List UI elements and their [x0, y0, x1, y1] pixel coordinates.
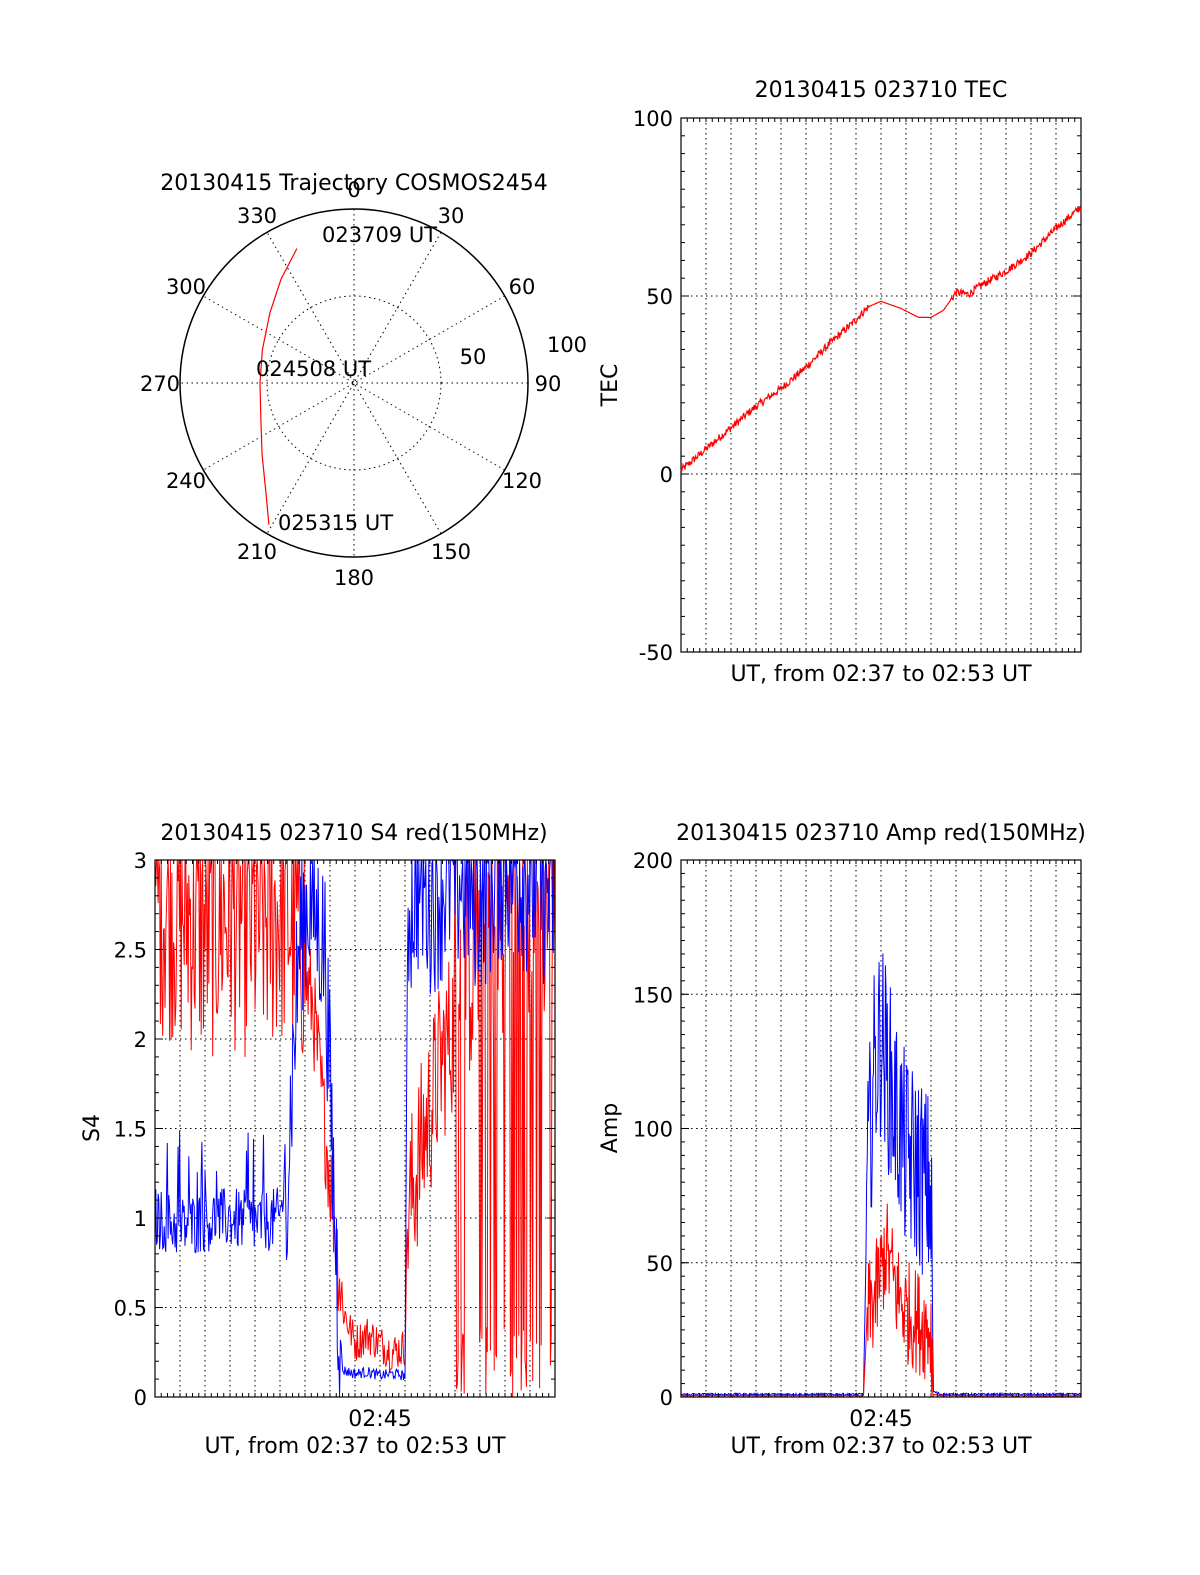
polar-azimuth-label: 330 — [237, 204, 277, 228]
polar-center-time-label: 024508 UT — [256, 357, 371, 381]
amp-x-tick-label: 02:45 — [849, 1407, 912, 1432]
polar-azimuth-label: 210 — [237, 540, 277, 564]
y-tick-label: 0 — [660, 463, 673, 487]
amp-y-axis-label: Amp — [598, 1103, 623, 1153]
polar-start-time-label: 023709 UT — [322, 223, 437, 247]
tec-x-axis-label: UT, from 02:37 to 02:53 UT — [730, 662, 1032, 687]
y-tick-label: 0 — [134, 1386, 147, 1410]
amp-y-ticks: 200 150 100 50 0 — [633, 849, 1081, 1410]
y-tick-label: 150 — [633, 983, 673, 1007]
y-tick-label: 0 — [660, 1386, 673, 1410]
tec-grid — [681, 118, 1081, 652]
s4-panel: 20130415 023710 S4 red(150MHz) 3 2.5 2 1.5 1… — [80, 821, 556, 1459]
y-tick-label: 200 — [633, 849, 673, 873]
y-tick-label: 1.5 — [114, 1118, 147, 1142]
y-tick-label: 2.5 — [114, 939, 147, 963]
tec-series-line — [680, 205, 1082, 472]
polar-azimuth-labels: 0 30 60 90 120 150 180 210 240 270 300 330 — [140, 178, 561, 590]
tec-panel: 20130415 023710 TEC 100 50 0 -50 UT, from 0… — [598, 78, 1082, 687]
polar-outer-circle — [179, 208, 529, 558]
polar-title: 20130415 Trajectory COSMOS2454 — [160, 171, 547, 196]
s4-title: 20130415 023710 S4 red(150MHz) — [160, 821, 547, 846]
y-tick-label: 50 — [646, 1252, 673, 1276]
polar-azimuth-label: 270 — [140, 372, 180, 396]
amp-blue-series — [680, 953, 1082, 1397]
tec-y-ticks: 100 50 0 -50 — [633, 107, 1081, 665]
s4-grid — [155, 860, 555, 1397]
y-tick-label: 100 — [633, 1118, 673, 1142]
polar-grid — [180, 209, 528, 557]
amp-x-axis-label: UT, from 02:37 to 02:53 UT — [730, 1434, 1032, 1459]
polar-azimuth-label: 30 — [438, 204, 465, 228]
tec-y-axis-label: TEC — [598, 364, 623, 408]
y-tick-label: 2 — [134, 1028, 147, 1052]
polar-azimuth-label: 120 — [502, 469, 542, 493]
tec-title: 20130415 023710 TEC — [755, 78, 1008, 103]
polar-azimuth-label: 240 — [166, 469, 206, 493]
polar-radial-label-100: 100 — [547, 333, 587, 357]
polar-azimuth-label: 60 — [509, 275, 536, 299]
amp-red-line — [680, 1203, 1082, 1398]
y-tick-label: 0.5 — [114, 1297, 147, 1321]
polar-inner-circle — [266, 295, 442, 471]
polar-azimuth-label: 90 — [535, 372, 562, 396]
y-tick-label: 1 — [134, 1207, 147, 1231]
y-tick-label: 50 — [646, 285, 673, 309]
polar-azimuth-label: 0 — [347, 178, 360, 202]
polar-radial-label-50: 50 — [460, 345, 487, 369]
y-tick-label: 100 — [633, 107, 673, 131]
polar-spoke-150 — [266, 232, 442, 534]
s4-y-axis-label: S4 — [80, 1114, 105, 1142]
polar-trajectory-panel: 20130415 Trajectory COSMOS2454 0 30 60 90 12… — [140, 171, 587, 590]
s4-y-ticks: 3 2.5 2 1.5 1 0.5 0 — [114, 849, 555, 1410]
polar-azimuth-label: 300 — [166, 275, 206, 299]
polar-azimuth-label: 150 — [431, 540, 471, 564]
polar-trajectory-line — [259, 248, 298, 525]
amp-blue-line — [680, 953, 1082, 1397]
s4-red-series — [154, 859, 556, 1397]
s4-x-axis-label: UT, from 02:37 to 02:53 UT — [204, 1434, 506, 1459]
s4-blue-line — [154, 859, 555, 1398]
polar-azimuth-label: 180 — [334, 566, 374, 590]
amp-red-series — [680, 1203, 1082, 1398]
s4-red-line — [154, 859, 556, 1397]
y-tick-label: 3 — [134, 849, 147, 873]
amp-title: 20130415 023710 Amp red(150MHz) — [676, 821, 1086, 846]
s4-x-tick-label: 02:45 — [348, 1407, 411, 1432]
polar-end-time-label: 025315 UT — [278, 511, 393, 535]
s4-blue-series — [154, 859, 555, 1398]
amp-panel: 20130415 023710 Amp red(150MHz) 200 150 10… — [598, 821, 1086, 1459]
y-tick-label: -50 — [639, 641, 673, 665]
polar-spoke-30 — [266, 232, 442, 534]
